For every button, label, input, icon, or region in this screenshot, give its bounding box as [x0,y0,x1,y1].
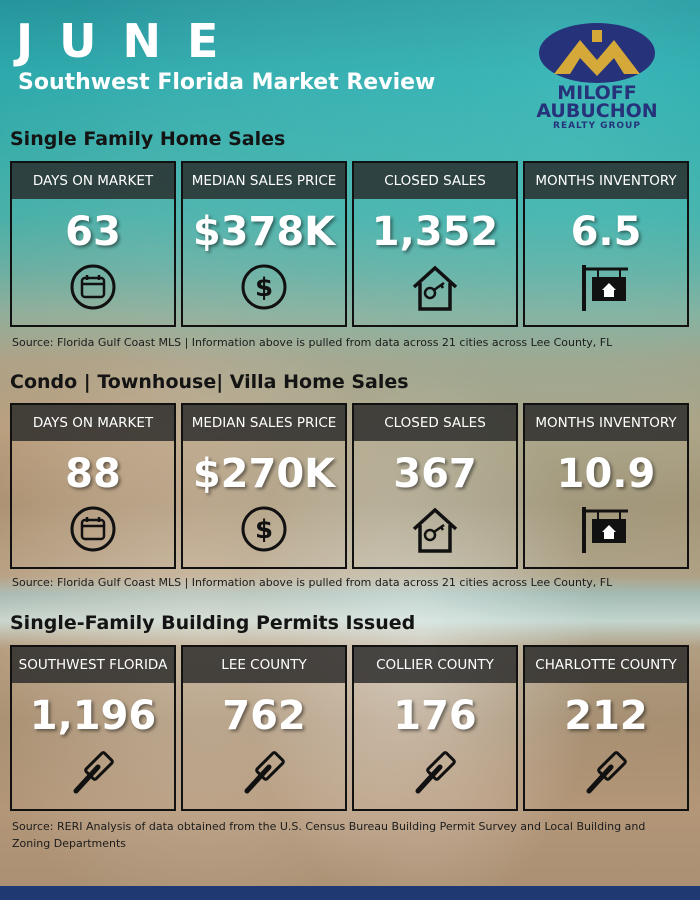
house-key-icon [412,265,458,311]
logo-line-2: AUBUCHON [536,100,658,122]
hanging-sign-icon [582,507,628,553]
card-days-on-market: DAYS ON MARKET 88 [10,403,176,569]
dollar-icon: $ [241,506,287,552]
card-label: MEDIAN SALES PRICE [183,163,345,199]
card-charlotte-county: CHARLOTTE COUNTY 212 [523,645,689,811]
card-median-sales-price: MEDIAN SALES PRICE $378K $ [181,161,347,327]
source-note: Source: Florida Gulf Coast MLS | Informa… [12,336,613,349]
calendar-icon [70,264,116,310]
logo-mark-icon [539,23,655,83]
hammer-icon [73,751,114,794]
card-closed-sales: CLOSED SALES 1,352 [352,161,518,327]
card-days-on-market: DAYS ON MARKET 63 [10,161,176,327]
source-note: Source: Florida Gulf Coast MLS | Informa… [12,576,613,589]
card-value: 1,352 [371,209,499,255]
footer-bar [0,886,700,900]
card-value: 6.5 [570,209,642,255]
card-value: 10.9 [556,451,656,497]
card-value: 1,196 [29,693,157,739]
card-label: MONTHS INVENTORY [525,405,687,441]
card-value: $378K [192,209,336,255]
hammer-icon [586,751,627,794]
card-value: 88 [65,451,121,497]
page-subtitle: Southwest Florida Market Review [18,70,436,95]
card-label: COLLIER COUNTY [354,647,516,683]
card-value: 212 [564,693,648,739]
card-value: 176 [393,693,477,739]
card-months-inventory: MONTHS INVENTORY 6.5 [523,161,689,327]
card-label: CHARLOTTE COUNTY [525,647,687,683]
house-key-icon [412,507,458,553]
card-label: DAYS ON MARKET [12,405,174,441]
card-label: CLOSED SALES [354,163,516,199]
card-label: MONTHS INVENTORY [525,163,687,199]
logo-line-3: REALTY GROUP [553,121,641,131]
month-title: JUNE [16,14,245,68]
card-label: SOUTHWEST FLORIDA [12,647,174,683]
section-title-condo: Condo | Townhouse| Villa Home Sales [10,371,409,393]
source-note-line-1: Source: RERI Analysis of data obtained f… [12,820,646,833]
card-value: 63 [65,209,121,255]
card-value: 762 [222,693,306,739]
section-title-single-family: Single Family Home Sales [10,128,286,150]
card-southwest-florida: SOUTHWEST FLORIDA 1,196 [10,645,176,811]
section-title-permits: Single-Family Building Permits Issued [10,612,416,634]
card-months-inventory: MONTHS INVENTORY 10.9 [523,403,689,569]
dollar-icon: $ [241,264,287,310]
hanging-sign-icon [582,265,628,311]
card-closed-sales: CLOSED SALES 367 [352,403,518,569]
card-label: LEE COUNTY [183,647,345,683]
card-collier-county: COLLIER COUNTY 176 [352,645,518,811]
hammer-icon [415,751,456,794]
card-label: CLOSED SALES [354,405,516,441]
hammer-icon [244,751,285,794]
company-logo: MILOFF AUBUCHON REALTY GROUP [512,22,682,131]
card-label: MEDIAN SALES PRICE [183,405,345,441]
card-median-sales-price: MEDIAN SALES PRICE $270K $ [181,403,347,569]
svg-text:$: $ [255,515,273,545]
svg-text:$: $ [255,273,273,303]
source-note-line-2: Zoning Departments [12,837,127,850]
card-value: 367 [393,451,477,497]
card-value: $270K [192,451,336,497]
card-label: DAYS ON MARKET [12,163,174,199]
logo-line-1: MILOFF [557,82,637,104]
card-lee-county: LEE COUNTY 762 [181,645,347,811]
calendar-icon [70,506,116,552]
